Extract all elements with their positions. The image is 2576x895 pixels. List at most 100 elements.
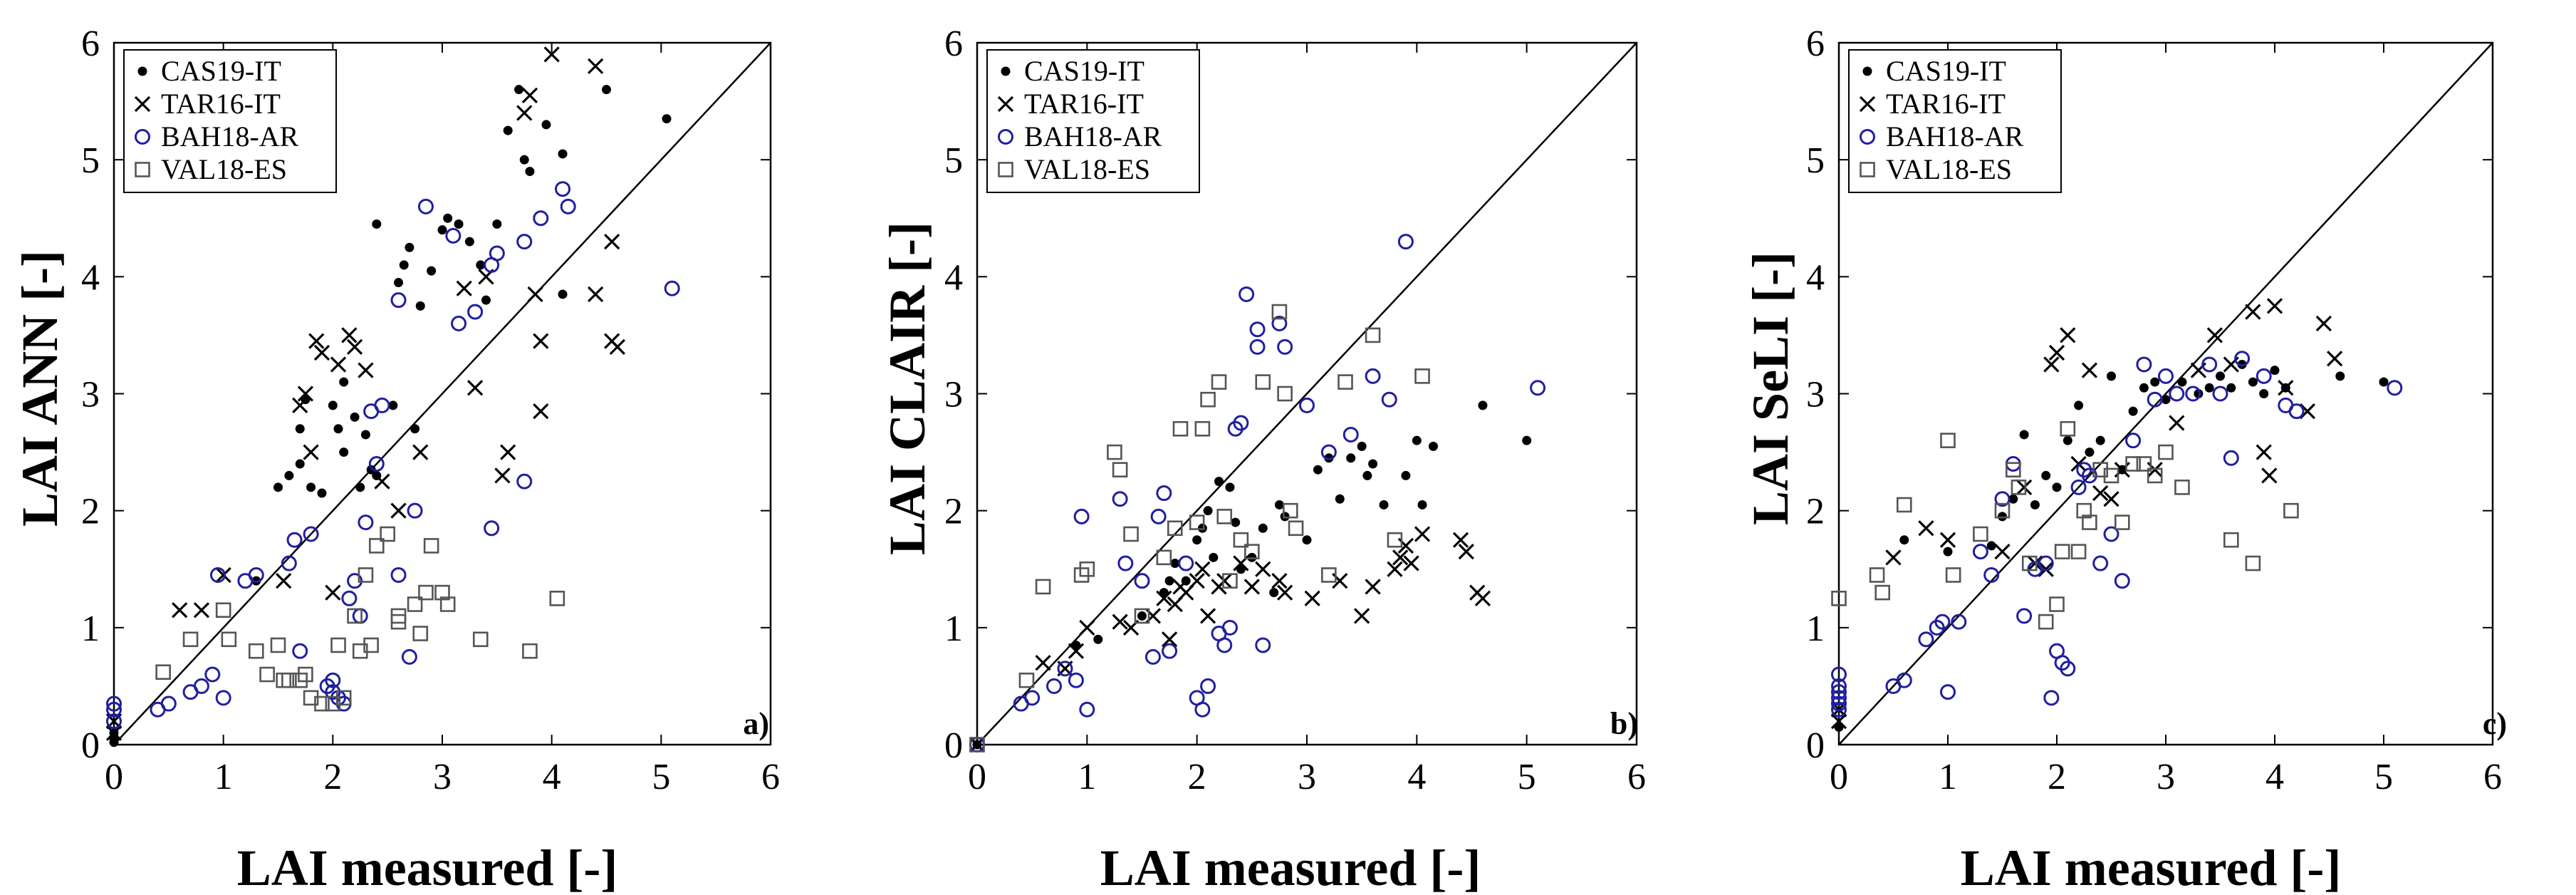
y-tick-label: 0	[81, 725, 100, 766]
data-point	[325, 672, 341, 688]
data-point	[412, 444, 429, 460]
data-point	[602, 85, 611, 95]
data-point	[352, 608, 368, 624]
data-point	[503, 125, 513, 135]
y-axis-label: LAI ANN [-]	[11, 250, 68, 527]
data-point	[423, 538, 439, 554]
data-point	[390, 292, 407, 309]
data-point	[1414, 368, 1430, 384]
data-point	[2174, 480, 2190, 495]
data-point	[1313, 465, 1323, 475]
data-point	[1940, 433, 1956, 448]
data-point	[481, 295, 491, 305]
data-point	[182, 631, 199, 648]
legend-marker	[998, 129, 1013, 145]
data-point	[193, 602, 210, 619]
series-tar16-it	[1830, 298, 2343, 730]
data-point	[341, 590, 358, 606]
data-point	[454, 219, 464, 229]
data-point	[2049, 596, 2065, 612]
data-point	[1214, 477, 1224, 487]
x-tick-label: 3	[433, 757, 452, 797]
data-point	[2070, 544, 2087, 559]
data-point	[1943, 547, 1953, 557]
data-point	[2060, 327, 2076, 343]
data-point	[1831, 684, 1847, 700]
data-point	[1362, 470, 1372, 480]
data-point	[1258, 523, 1268, 533]
data-point	[2060, 420, 2076, 437]
data-point	[2103, 491, 2119, 507]
data-point	[1337, 374, 1353, 390]
data-point	[2074, 400, 2084, 410]
x-tick-label: 1	[214, 757, 233, 797]
x-tick-label: 2	[1188, 757, 1206, 797]
data-point	[333, 424, 343, 434]
data-point	[1112, 462, 1128, 478]
panel-label: b)	[1610, 706, 1638, 741]
data-point	[662, 114, 672, 124]
data-point	[1830, 713, 1847, 730]
legend-label: VAL18-ES	[1024, 153, 1150, 185]
x-tick-label: 6	[2483, 757, 2502, 797]
data-point	[109, 738, 119, 747]
data-point	[1945, 567, 1961, 583]
data-point	[1200, 678, 1216, 694]
data-point	[1458, 543, 1474, 560]
legend-marker	[1860, 162, 1875, 177]
data-point	[2315, 315, 2332, 332]
data-point	[2387, 380, 2403, 396]
y-tick-label: 3	[944, 375, 963, 415]
data-point	[330, 637, 346, 653]
data-point	[1194, 561, 1211, 577]
data-point	[1428, 441, 1438, 451]
data-point	[1401, 470, 1411, 480]
data-point	[466, 380, 484, 396]
legend-box	[986, 49, 1200, 193]
data-point	[494, 467, 511, 484]
data-point	[1354, 608, 1370, 624]
data-point	[1255, 374, 1271, 390]
data-point	[2052, 482, 2062, 492]
data-point	[270, 637, 286, 653]
data-point	[1381, 391, 1397, 408]
data-point	[427, 266, 437, 276]
data-point	[347, 608, 363, 624]
data-point	[2223, 532, 2239, 548]
data-point	[215, 567, 231, 584]
data-point	[2060, 661, 2076, 677]
data-point	[1161, 631, 1178, 648]
data-point	[2038, 555, 2054, 571]
data-point	[1079, 619, 1095, 636]
data-point	[1035, 579, 1051, 595]
data-point	[1288, 520, 1304, 537]
data-point	[2223, 450, 2239, 466]
data-point	[106, 713, 122, 730]
data-point	[500, 444, 516, 460]
data-point	[1221, 619, 1238, 636]
series-bah18-ar	[969, 234, 1546, 752]
series-val18-es	[1831, 420, 2299, 630]
y-tick-label: 3	[1806, 375, 1825, 415]
data-point	[1164, 576, 1174, 586]
series-tar16-it	[105, 46, 625, 741]
data-point	[555, 181, 571, 197]
x-tick-label: 2	[2048, 757, 2066, 797]
data-point	[1368, 459, 1378, 469]
data-point	[472, 631, 489, 648]
data-point	[215, 690, 231, 706]
data-point	[1244, 544, 1260, 559]
data-point	[1112, 491, 1128, 507]
data-point	[1346, 453, 1356, 463]
y-tick-label: 6	[944, 24, 963, 64]
data-point	[464, 237, 474, 247]
legend-marker	[134, 95, 151, 113]
data-point	[1199, 608, 1216, 624]
data-point	[1068, 643, 1085, 659]
data-point	[604, 233, 620, 250]
data-point	[492, 219, 502, 229]
data-point	[533, 403, 549, 420]
data-point	[2216, 371, 2225, 381]
